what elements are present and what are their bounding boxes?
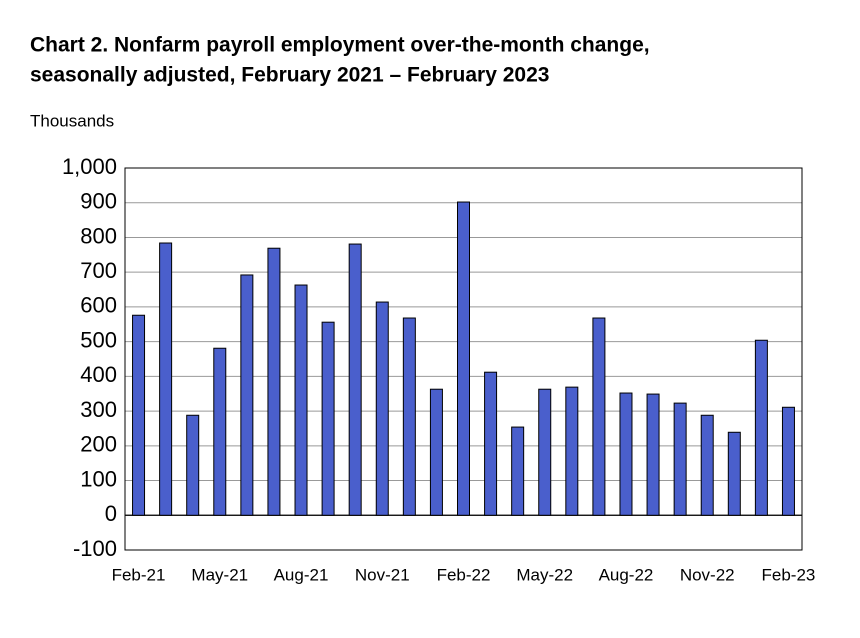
y-tick-label: 400	[80, 362, 117, 387]
y-tick-label: 700	[80, 258, 117, 283]
x-tick-label: Feb-22	[437, 565, 491, 584]
bar	[538, 388, 552, 516]
bar	[484, 371, 498, 516]
bar	[619, 392, 633, 516]
y-tick-label: 800	[80, 223, 117, 248]
y-tick-label: 200	[80, 432, 117, 457]
x-tick-label: Aug-21	[274, 565, 329, 584]
x-tick-label: May-22	[516, 565, 573, 584]
bar	[646, 393, 660, 516]
x-tick-label: Feb-21	[112, 565, 166, 584]
bar	[213, 347, 227, 516]
bar	[159, 242, 173, 516]
bar	[565, 386, 579, 516]
plot-border	[124, 167, 803, 551]
chart-title: seasonally adjusted, February 2021 – Feb…	[30, 64, 549, 87]
bar	[294, 284, 308, 516]
y-tick-label: -100	[73, 536, 117, 561]
y-tick-label: 1,000	[62, 154, 117, 179]
bar	[132, 314, 146, 516]
bar	[727, 431, 741, 516]
bar	[267, 247, 281, 516]
y-tick-label: 600	[80, 293, 117, 318]
bar	[186, 414, 200, 516]
bar	[429, 388, 443, 516]
bar	[781, 406, 795, 516]
x-tick-label: Feb-23	[762, 565, 816, 584]
x-tick-label: Nov-21	[355, 565, 410, 584]
bar	[348, 243, 362, 516]
chart-title: Chart 2. Nonfarm payroll employment over…	[30, 34, 650, 57]
bar	[754, 339, 768, 516]
bar	[321, 321, 335, 516]
y-tick-label: 500	[80, 327, 117, 352]
bar	[592, 317, 606, 516]
bar	[457, 201, 470, 516]
bar	[511, 426, 525, 516]
y-tick-label: 300	[80, 397, 117, 422]
y-axis-label: Thousands	[30, 111, 114, 130]
bar	[673, 402, 687, 516]
bar	[240, 274, 254, 516]
bar	[375, 301, 389, 516]
x-tick-label: May-21	[191, 565, 248, 584]
x-tick-label: Aug-22	[599, 565, 654, 584]
y-tick-label: 900	[80, 189, 117, 214]
y-tick-label: 0	[105, 501, 117, 526]
x-tick-label: Nov-22	[680, 565, 735, 584]
bar	[700, 414, 714, 516]
bar	[402, 317, 416, 516]
y-tick-label: 100	[80, 466, 117, 491]
